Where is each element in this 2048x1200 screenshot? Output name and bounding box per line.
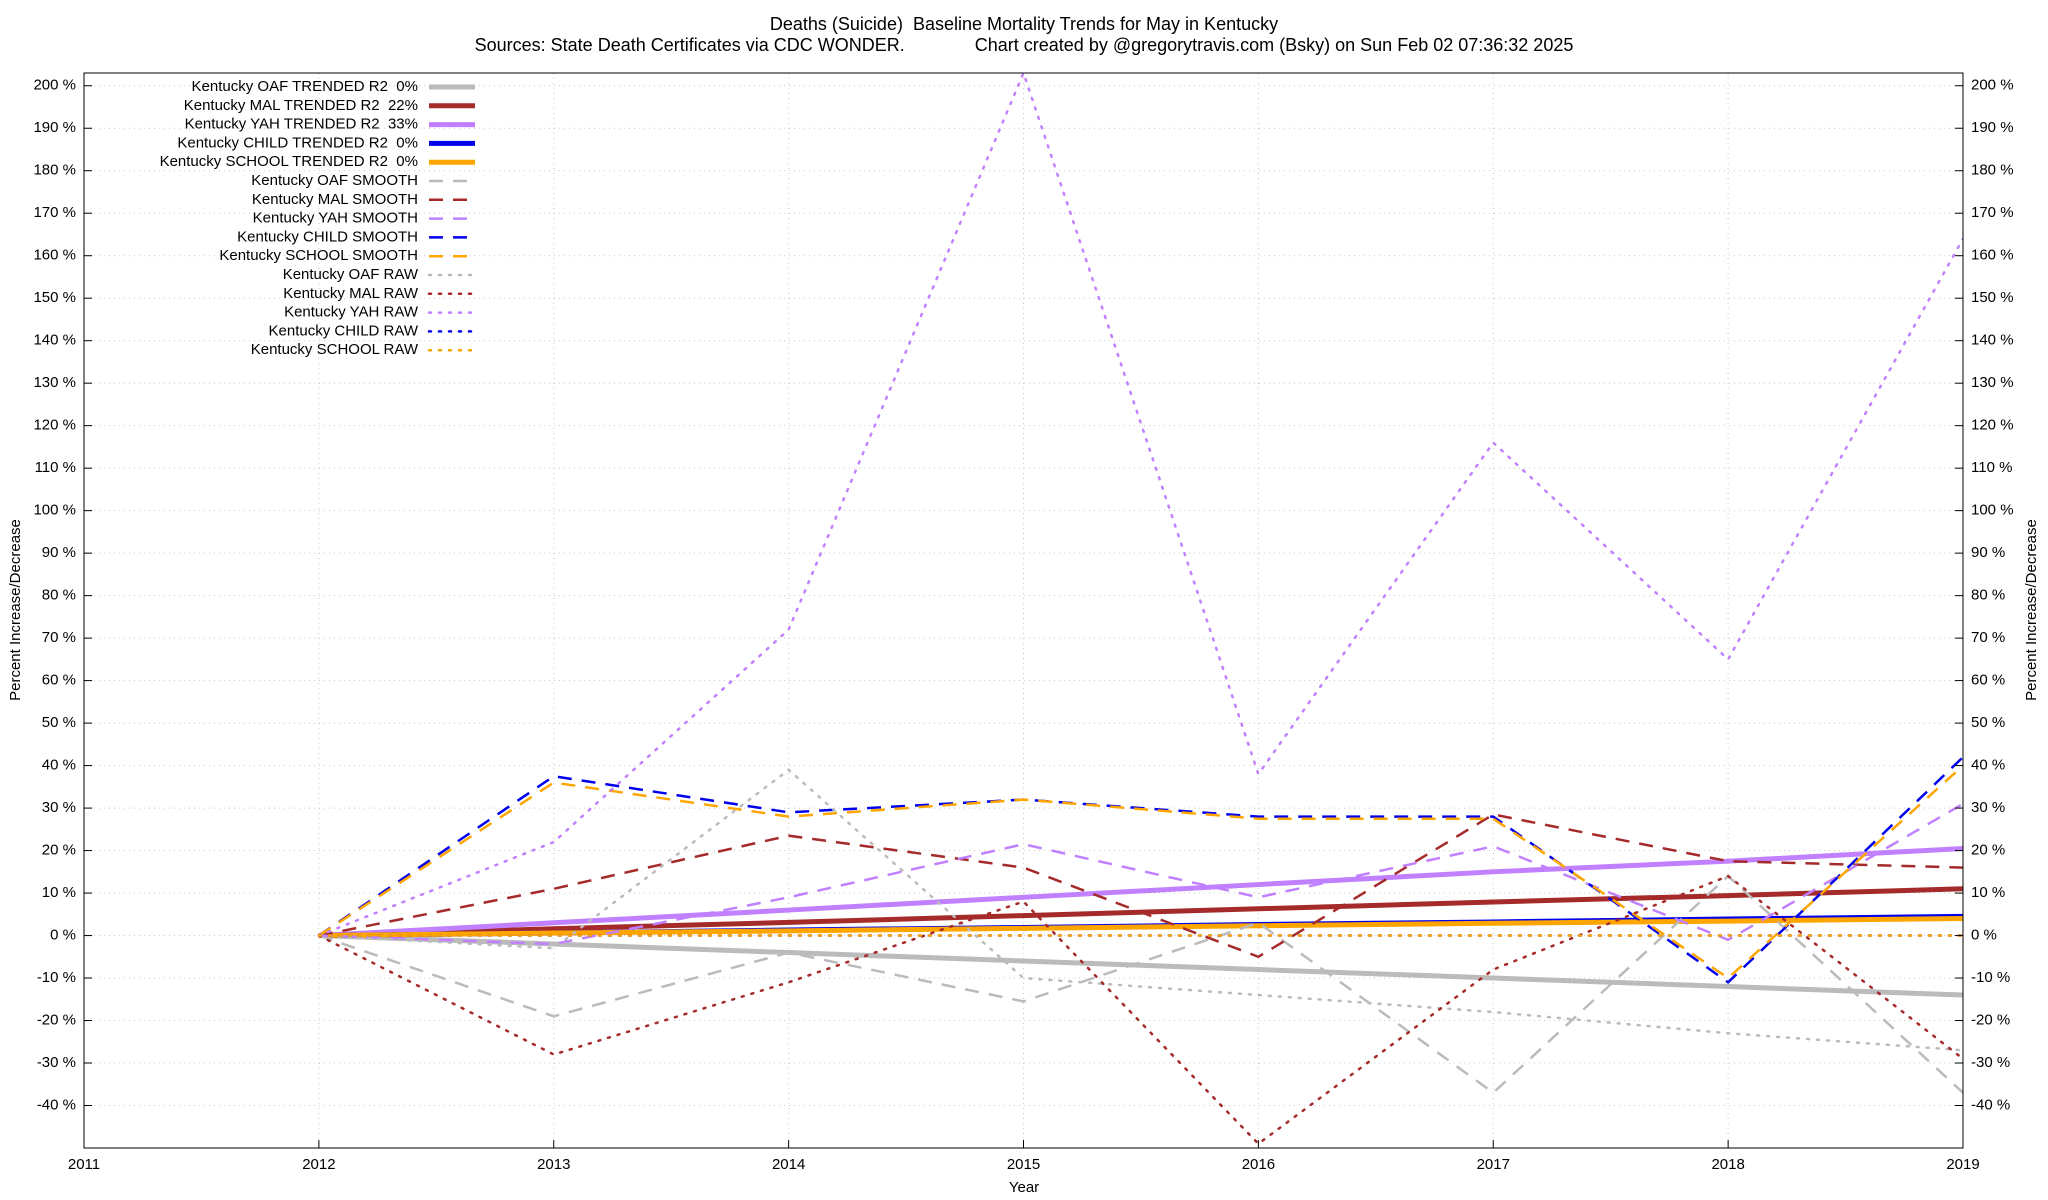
x-axis-label: Year: [1009, 1179, 1039, 1196]
y-axis-label: Percent Increase/Decrease: [7, 519, 24, 701]
series-line: [318, 813, 1963, 959]
x-tick-label: 2019: [1946, 1156, 1979, 1173]
legend-label: Kentucky OAF SMOOTH: [251, 172, 418, 189]
y2-tick-label: 200 %: [1971, 77, 2014, 94]
chart-subtitle: Sources: State Death Certificates via CD…: [475, 35, 1574, 55]
y-tick-label: 40 %: [42, 757, 76, 774]
y-tick-label: -20 %: [37, 1011, 76, 1028]
legend-label: Kentucky CHILD TRENDED R2 0%: [177, 134, 418, 151]
y-tick-label: 190 %: [33, 119, 76, 136]
y-tick-label: 20 %: [42, 842, 76, 859]
series-line: [318, 874, 1963, 1095]
legend-label: Kentucky MAL RAW: [283, 285, 419, 302]
y-tick-label: 170 %: [33, 204, 76, 221]
x-tick-label: 2012: [302, 1156, 335, 1173]
y-tick-label: -10 %: [37, 969, 76, 986]
y-tick-label: 70 %: [42, 629, 76, 646]
y2-tick-label: 90 %: [1971, 544, 2005, 561]
y2-tick-label: 170 %: [1971, 204, 2014, 221]
y2-tick-label: 150 %: [1971, 289, 2014, 306]
y2-axis-label: Percent Increase/Decrease: [2023, 519, 2040, 701]
x-tick-label: 2013: [537, 1156, 570, 1173]
legend: Kentucky OAF TRENDED R2 0% Kentucky MAL T…: [160, 78, 477, 358]
legend-label: Kentucky OAF TRENDED R2 0%: [192, 78, 418, 95]
legend-label: Kentucky CHILD RAW: [269, 322, 419, 339]
legend-label: Kentucky YAH SMOOTH: [253, 210, 418, 227]
legend-label: Kentucky OAF RAW: [283, 266, 419, 283]
y-tick-label: 90 %: [42, 544, 76, 561]
y-tick-label: 140 %: [33, 332, 76, 349]
y-tick-label: 80 %: [42, 587, 76, 604]
y-tick-label: 60 %: [42, 672, 76, 689]
y2-tick-label: 50 %: [1971, 714, 2005, 731]
legend-label: Kentucky SCHOOL RAW: [251, 341, 419, 358]
x-tick-label: 2014: [772, 1156, 805, 1173]
legend-label: Kentucky CHILD SMOOTH: [237, 228, 418, 245]
x-tick-label: 2018: [1711, 1156, 1744, 1173]
y2-tick-label: 70 %: [1971, 629, 2005, 646]
series-line: [318, 933, 1963, 998]
y-tick-label: 200 %: [33, 77, 76, 94]
x-tick-label: 2011: [68, 1156, 100, 1173]
y2-tick-label: 0 %: [1971, 927, 1997, 944]
y2-tick-label: 120 %: [1971, 417, 2014, 434]
y-tick-label: 0 %: [50, 927, 76, 944]
y2-tick-label: 130 %: [1971, 374, 2014, 391]
y2-tick-label: 60 %: [1971, 672, 2005, 689]
series-line: [318, 845, 1963, 939]
grid: [83, 73, 1964, 1148]
y2-tick-label: 180 %: [1971, 162, 2014, 179]
legend-label: Kentucky YAH TRENDED R2 33%: [185, 116, 418, 133]
series-line: [318, 764, 1963, 980]
y2-tick-label: 190 %: [1971, 119, 2014, 136]
y2-tick-label: -30 %: [1971, 1054, 2010, 1071]
legend-label: Kentucky MAL TRENDED R2 22%: [184, 97, 418, 114]
series-line: [318, 802, 1963, 946]
chart-title: Deaths (Suicide) Baseline Mortality Tren…: [770, 14, 1278, 34]
y2-tick-label: 20 %: [1971, 842, 2005, 859]
y2-tick-label: -10 %: [1971, 969, 2010, 986]
legend-label: Kentucky YAH RAW: [284, 304, 419, 321]
y2-tick-label: 140 %: [1971, 332, 2014, 349]
legend-label: Kentucky MAL SMOOTH: [252, 191, 418, 208]
y2-tick-label: 160 %: [1971, 247, 2014, 264]
y-tick-label: 120 %: [33, 417, 76, 434]
legend-label: Kentucky SCHOOL TRENDED R2 0%: [160, 153, 418, 170]
x-tick-label: 2016: [1242, 1156, 1275, 1173]
x-tick-label: 2017: [1477, 1156, 1510, 1173]
y2-tick-label: 80 %: [1971, 587, 2005, 604]
y-tick-label: 100 %: [33, 502, 76, 519]
y-tick-label: 160 %: [33, 247, 76, 264]
y2-tick-label: 10 %: [1971, 884, 2005, 901]
y-tick-label: 10 %: [42, 884, 76, 901]
y2-tick-label: 110 %: [1971, 459, 2012, 476]
legend-label: Kentucky SCHOOL SMOOTH: [219, 247, 418, 264]
y-tick-label: -40 %: [37, 1096, 76, 1113]
series-line: [317, 768, 1963, 1052]
y2-tick-label: 100 %: [1971, 502, 2014, 519]
series-line: [318, 916, 1963, 939]
axes: 2011 2012 2013 2014 2015 2016 2017 2018 2019 -40 …: [33, 77, 2013, 1173]
y2-tick-label: -20 %: [1971, 1011, 2010, 1028]
y2-tick-label: 40 %: [1971, 757, 2005, 774]
y-tick-label: 180 %: [33, 162, 76, 179]
plot-lines: [317, 73, 1963, 1146]
y-tick-label: 30 %: [42, 799, 76, 816]
y2-tick-label: -40 %: [1971, 1096, 2010, 1113]
y-tick-label: 50 %: [42, 714, 76, 731]
y-tick-label: -30 %: [37, 1054, 76, 1071]
y2-tick-label: 30 %: [1971, 799, 2005, 816]
y-tick-label: 130 %: [33, 374, 76, 391]
y-tick-label: 150 %: [33, 289, 76, 306]
y-tick-label: 110 %: [35, 459, 76, 476]
x-tick-label: 2015: [1007, 1156, 1040, 1173]
